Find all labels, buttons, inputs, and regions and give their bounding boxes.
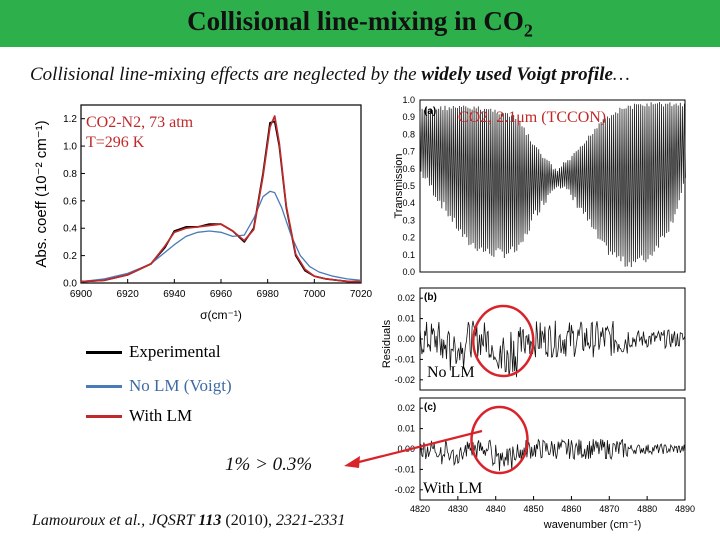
transmission-y-tick-label: 0.6 — [402, 164, 415, 174]
reference: Lamouroux et al., JQSRT 113 (2010), 2321… — [32, 512, 345, 530]
title-subscript: 2 — [523, 20, 533, 41]
abs-x-tick-label: 7020 — [350, 289, 373, 300]
panel-label-b: (b) — [424, 292, 437, 303]
abs-y-tick-label: 0.8 — [63, 169, 77, 180]
legend-line-experimental — [86, 351, 122, 354]
residual-y-tick-label: -0.01 — [394, 464, 415, 474]
residual-x-tick-label: 4840 — [486, 504, 506, 514]
abs-y-tick-label: 0.2 — [63, 251, 77, 262]
abs-x-tick-label: 6900 — [70, 289, 93, 300]
abs-x-tick-label: 6920 — [117, 289, 140, 300]
abs-y-tick-label: 1.0 — [63, 142, 77, 153]
ref-pages: 2321-2331 — [276, 512, 346, 529]
residual-line-b — [419, 320, 686, 378]
residuals-axis-label: Residuals — [381, 319, 393, 368]
nolm-annotation: No LM — [427, 364, 475, 381]
legend-label-voigt: No LM (Voigt) — [129, 376, 232, 395]
transmission-y-tick-label: 0.4 — [402, 198, 415, 208]
residual-x-tick-label: 4850 — [524, 504, 544, 514]
legend-line-with-lm — [86, 415, 122, 418]
title-bar — [0, 0, 720, 47]
transmission-y-tick-label: 0.9 — [402, 112, 415, 122]
subtitle-bold: widely used Voigt profile — [421, 64, 613, 85]
transmission-y-tick-label: 0.8 — [402, 129, 415, 139]
transmission-line — [419, 101, 686, 268]
transmission-axis-label: Transmission — [393, 154, 405, 219]
abs-condition-1: CO2-N2, 73 atm — [86, 114, 194, 131]
abs-y-tick-label: 1.2 — [63, 114, 77, 125]
transmission-y-tick-label: 0.1 — [402, 250, 415, 260]
residual-y-tick-label: 0.00 — [397, 334, 415, 344]
arrow-head — [344, 456, 360, 468]
ref-authors: Lamouroux et al., — [32, 512, 150, 529]
abs-condition-2: T=296 K — [86, 134, 145, 151]
transmission-y-tick-label: 0.2 — [402, 233, 415, 243]
panel-label-c: (c) — [424, 402, 436, 413]
transmission-y-tick-label: 1.0 — [402, 95, 415, 105]
abs-series-1 — [80, 190, 362, 283]
tccon-annotation: CO2, 2.1μm (TCCON) — [458, 109, 606, 126]
abs-x-tick-label: 6940 — [163, 289, 186, 300]
absorption-chart: 6900 6920 6940 6960 6980 7000 7020 0.0 0.2 0.4 0.6… — [33, 104, 373, 322]
abs-x-tick-label: 6980 — [257, 289, 280, 300]
residual-x-tick-label: 4860 — [561, 504, 581, 514]
residual-y-tick-label: -0.02 — [394, 485, 415, 495]
legend-line-voigt — [86, 385, 122, 388]
abs-x-tick-label: 6960 — [210, 289, 233, 300]
subtitle-ellipsis: … — [612, 64, 630, 85]
abs-y-axis-label: Abs. coeff (10⁻² cm⁻¹) — [33, 120, 50, 267]
comparison-note: 1% > 0.3% — [225, 454, 313, 475]
legend-label-experimental: Experimental — [129, 342, 221, 361]
wavenumber-axis-label: wavenumber (cm⁻¹) — [543, 519, 642, 531]
residual-line-c — [419, 438, 686, 471]
ref-volume: 113 — [198, 512, 222, 529]
residual-y-tick-label: 0.02 — [397, 403, 415, 413]
residual-x-tick-label: 4880 — [637, 504, 657, 514]
withlm-annotation: With LM — [423, 480, 482, 497]
abs-x-tick-label: 7000 — [303, 289, 326, 300]
residual-x-tick-label: 4830 — [448, 504, 468, 514]
transmission-y-tick-label: 0.0 — [402, 267, 415, 277]
abs-y-tick-label: 0.0 — [63, 279, 77, 290]
residual-y-tick-label: 0.02 — [397, 293, 415, 303]
residual-y-tick-label: 0.01 — [397, 424, 415, 434]
residual-y-tick-label: -0.02 — [394, 375, 415, 385]
arrow-line — [354, 429, 483, 465]
residual-x-tick-label: 4820 — [410, 504, 430, 514]
residual-x-tick-label: 4870 — [599, 504, 619, 514]
subtitle-text: Collisional line-mixing effects are negl… — [30, 64, 422, 85]
subtitle: Collisional line-mixing effects are negl… — [30, 64, 630, 86]
abs-y-tick-label: 0.4 — [63, 224, 77, 235]
title-main: Collisional line-mixing in CO — [187, 6, 524, 36]
abs-y-tick-label: 0.6 — [63, 196, 77, 207]
abs-series-2 — [80, 115, 361, 283]
highlight-circle-nolm — [472, 304, 535, 378]
abs-x-axis-label: σ(cm⁻¹) — [200, 308, 242, 322]
residual-x-tick-label: 4890 — [675, 504, 695, 514]
ref-year: (2010), — [221, 512, 277, 529]
transmission-frame — [419, 99, 686, 273]
legend-label-with-lm: With LM — [129, 406, 193, 425]
panel-a-label: (a) — [424, 106, 436, 117]
transmission-y-tick-label: 0.5 — [402, 181, 415, 191]
slide-title: Collisional line-mixing in CO2 — [0, 6, 720, 41]
ref-journal: JQSRT — [149, 512, 199, 529]
residual-y-tick-label: 0.01 — [397, 314, 415, 324]
residual-y-tick-label: -0.01 — [394, 354, 415, 364]
highlight-circle-lm — [470, 405, 529, 475]
transmission-y-tick-label: 0.7 — [402, 147, 415, 157]
transmission-y-tick-label: 0.3 — [402, 215, 415, 225]
